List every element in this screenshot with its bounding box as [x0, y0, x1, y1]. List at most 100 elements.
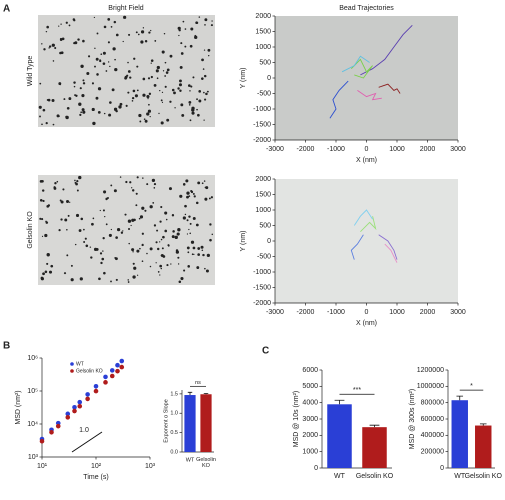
bead-speck — [139, 247, 141, 250]
row-label: Wild Type — [27, 56, 34, 87]
bead-speck — [167, 244, 170, 247]
bead-speck — [177, 228, 181, 232]
bead-speck — [189, 44, 193, 48]
bead-speck — [164, 75, 167, 77]
y-tick-label: 200000 — [421, 449, 444, 456]
bead-speck — [84, 237, 87, 240]
bead-speck — [168, 187, 172, 191]
error-bar — [334, 399, 345, 405]
bead-speck — [170, 263, 172, 265]
y-tick-label: 10⁴ — [27, 421, 38, 428]
bead-speck — [157, 271, 160, 273]
bead-speck — [205, 92, 208, 96]
bead-speck — [201, 182, 204, 185]
data-point — [72, 408, 77, 414]
bead-speck — [136, 176, 139, 179]
bead-speck — [141, 232, 144, 235]
x-tick-label: 0 — [365, 146, 369, 153]
bead-speck — [200, 245, 204, 249]
bead-speck — [178, 34, 180, 37]
bead-speck — [133, 266, 137, 270]
bead-speck — [60, 23, 62, 25]
bead-speck — [161, 50, 165, 54]
y-axis-label: Exponent α Slope — [163, 399, 169, 443]
bead-speck — [138, 113, 142, 118]
y-tick-label: 0 — [314, 465, 318, 472]
y-tick-label: 0 — [267, 238, 271, 245]
bead-speck — [162, 235, 165, 239]
y-tick-label: 500 — [259, 222, 271, 229]
y-tick-label: 10⁶ — [27, 355, 38, 362]
micrograph — [38, 15, 215, 127]
bead-speck — [180, 52, 184, 55]
bead-speck — [58, 229, 61, 232]
bead-speck — [92, 217, 95, 220]
bead-speck — [108, 233, 112, 237]
bead-speck — [178, 83, 182, 87]
bead-speck — [210, 196, 213, 199]
bead-speck — [189, 232, 191, 235]
bead-speck — [127, 61, 129, 64]
y-axis-label: Y (nm) — [240, 231, 247, 252]
bead-speck — [82, 79, 85, 82]
bead-speck — [45, 30, 48, 33]
data-point — [65, 415, 71, 420]
data-point — [85, 396, 90, 402]
bead-speck — [127, 70, 131, 73]
bead-speck — [41, 189, 45, 192]
bead-speck — [177, 87, 180, 90]
bead-speck — [206, 90, 209, 93]
bead-speck — [73, 42, 76, 45]
bead-speck — [59, 51, 62, 55]
y-tick-label: 10⁵ — [27, 388, 38, 395]
bead-speck — [190, 85, 193, 88]
bead-speck — [46, 25, 49, 29]
trajectory — [360, 24, 413, 76]
error-bar — [369, 424, 380, 428]
bead-speck — [80, 64, 84, 68]
bead-speck — [161, 101, 164, 104]
y-tick-label: 800000 — [421, 400, 444, 407]
bead-speck — [196, 98, 198, 101]
bead-speck — [155, 262, 157, 264]
error-bar — [479, 423, 487, 426]
bead-speck — [110, 280, 112, 283]
bead-speck — [164, 85, 167, 88]
bead-speck — [113, 189, 117, 193]
y-tick-label: 600000 — [421, 416, 444, 423]
bead-speck — [146, 183, 149, 186]
bead-speck — [164, 229, 168, 233]
bead-speck — [204, 267, 206, 270]
bead-speck — [135, 31, 138, 34]
bead-speck — [41, 235, 44, 237]
bead-speck — [110, 26, 113, 28]
bead-speck — [194, 35, 198, 39]
y-tick-label: 1500 — [255, 191, 271, 198]
bead-speck — [70, 278, 74, 282]
bead-speck — [67, 214, 70, 217]
bead-speck — [150, 59, 154, 62]
significance-label: ns — [195, 380, 201, 386]
bead-speck — [142, 243, 144, 245]
bead-speck — [186, 246, 190, 250]
bead-speck — [180, 276, 184, 281]
bead-speck — [129, 76, 132, 79]
bead-speck — [155, 69, 159, 73]
bead-speck — [160, 253, 164, 257]
bead-speck — [102, 237, 105, 240]
bead-speck — [169, 54, 173, 58]
bead-speck — [171, 88, 175, 92]
bead-speck — [183, 269, 186, 272]
bead-speck — [140, 30, 145, 34]
y-tick-label: 1.5 — [170, 391, 178, 397]
y-tick-label: 1.0 — [170, 411, 178, 417]
bead-speck — [115, 33, 119, 37]
bead-speck — [129, 181, 132, 184]
data-point — [115, 368, 120, 374]
bead-speck — [160, 205, 163, 209]
data-point — [109, 368, 115, 373]
bead-speck — [192, 192, 195, 195]
bead-speck — [201, 58, 204, 62]
bead-speck — [144, 209, 147, 212]
bead-speck — [80, 111, 83, 114]
